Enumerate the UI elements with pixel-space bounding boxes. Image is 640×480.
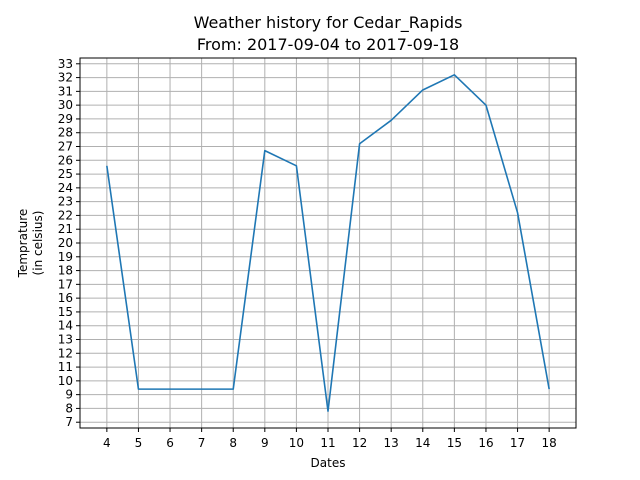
y-axis-label: Temprature xyxy=(16,209,30,279)
y-tick-label: 13 xyxy=(58,332,73,346)
y-tick-label: 30 xyxy=(58,98,73,112)
y-tick-label: 27 xyxy=(58,140,73,154)
x-axis-label: Dates xyxy=(311,456,346,470)
y-tick-label: 23 xyxy=(58,195,73,209)
y-tick-label: 8 xyxy=(65,401,73,415)
x-tick-label: 9 xyxy=(261,436,269,450)
y-tick-label: 26 xyxy=(58,153,73,167)
y-tick-label: 11 xyxy=(58,360,73,374)
y-tick-label: 28 xyxy=(58,126,73,140)
y-axis-ticks: 7891011121314151617181920212223242526272… xyxy=(58,57,80,429)
y-tick-label: 33 xyxy=(58,57,73,71)
grid-lines xyxy=(80,58,576,428)
x-tick-label: 16 xyxy=(478,436,493,450)
plot-frame xyxy=(79,57,577,429)
y-tick-label: 32 xyxy=(58,71,73,85)
y-tick-label: 29 xyxy=(58,112,73,126)
y-tick-label: 9 xyxy=(65,388,73,402)
x-tick-label: 7 xyxy=(198,436,206,450)
chart-title: Weather history for Cedar_Rapids xyxy=(194,13,463,33)
x-tick-label: 17 xyxy=(510,436,525,450)
x-tick-label: 8 xyxy=(229,436,237,450)
y-tick-label: 17 xyxy=(58,277,73,291)
y-axis-label-units: (in celsius) xyxy=(31,211,45,276)
y-tick-label: 15 xyxy=(58,305,73,319)
y-tick-label: 14 xyxy=(58,319,73,333)
chart-subtitle: From: 2017-09-04 to 2017-09-18 xyxy=(197,35,459,54)
y-tick-label: 25 xyxy=(58,167,73,181)
y-tick-label: 12 xyxy=(58,346,73,360)
x-tick-label: 5 xyxy=(135,436,143,450)
x-tick-label: 4 xyxy=(103,436,111,450)
x-tick-label: 13 xyxy=(384,436,399,450)
y-tick-label: 21 xyxy=(58,222,73,236)
y-tick-label: 16 xyxy=(58,291,73,305)
y-tick-label: 18 xyxy=(58,264,73,278)
x-tick-label: 14 xyxy=(415,436,430,450)
x-tick-label: 12 xyxy=(352,436,367,450)
y-tick-label: 19 xyxy=(58,250,73,264)
x-axis-ticks: 4 5 6 7 8 9 10 11 12 13 14 15 16 17 18 xyxy=(103,428,557,450)
x-tick-label: 15 xyxy=(447,436,462,450)
y-tick-label: 10 xyxy=(58,374,73,388)
y-tick-label: 7 xyxy=(65,415,73,429)
series-line xyxy=(106,74,550,412)
x-tick-label: 10 xyxy=(289,436,304,450)
y-tick-label: 31 xyxy=(58,84,73,98)
x-tick-label: 18 xyxy=(542,436,557,450)
y-tick-label: 22 xyxy=(58,208,73,222)
x-tick-label: 11 xyxy=(320,436,335,450)
x-tick-label: 6 xyxy=(166,436,174,450)
y-tick-label: 20 xyxy=(58,236,73,250)
y-tick-label: 24 xyxy=(58,181,73,195)
